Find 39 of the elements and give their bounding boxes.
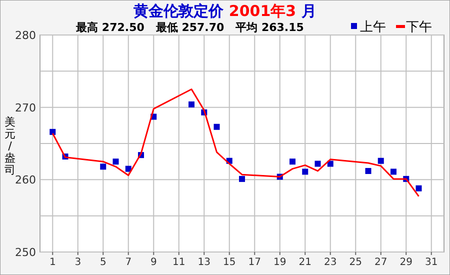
point bbox=[390, 168, 396, 175]
x-tick-label: 23 bbox=[324, 257, 337, 268]
point bbox=[112, 158, 119, 165]
legend-label: 上午 bbox=[360, 20, 386, 35]
point bbox=[365, 168, 372, 174]
point bbox=[416, 185, 422, 192]
legend-label: 下午 bbox=[406, 20, 432, 35]
point bbox=[378, 158, 384, 164]
x-tick-label: 29 bbox=[400, 257, 412, 268]
x-tick-label: 27 bbox=[374, 257, 388, 268]
x-tick-label: 13 bbox=[198, 257, 210, 268]
x-tick-label: 3 bbox=[74, 257, 82, 268]
point bbox=[314, 160, 321, 167]
x-tick-label: 9 bbox=[150, 257, 157, 268]
point bbox=[214, 124, 220, 130]
x-tick-label: 5 bbox=[100, 257, 106, 268]
point bbox=[290, 158, 296, 165]
x-tick-label: 21 bbox=[298, 257, 312, 268]
chart-subtitle: 最高 272.50 最低 257.70 平均 263.15 bbox=[75, 21, 304, 34]
x-tick-label: 19 bbox=[274, 257, 286, 268]
x-tick-label: 15 bbox=[223, 257, 236, 268]
y-tick-label: 280 bbox=[15, 29, 36, 42]
point bbox=[302, 168, 308, 175]
point bbox=[239, 176, 245, 182]
point bbox=[188, 101, 194, 108]
y-tick-label: 270 bbox=[15, 101, 36, 114]
point bbox=[327, 160, 334, 167]
point bbox=[50, 128, 56, 135]
y-tick-label: 250 bbox=[15, 246, 36, 259]
x-tick-label: 17 bbox=[248, 257, 261, 268]
x-tick-label: 7 bbox=[125, 257, 132, 268]
x-tick-label: 31 bbox=[425, 257, 438, 268]
x-tick-label: 11 bbox=[172, 257, 186, 268]
x-tick-label: 25 bbox=[349, 257, 362, 268]
chart-title: 黄金伦敦定价 2001年3 月 bbox=[132, 2, 316, 20]
y-axis-title: 美元/盎司 bbox=[4, 116, 16, 176]
x-tick-label: 1 bbox=[49, 257, 56, 268]
point bbox=[100, 164, 106, 170]
y-tick-label: 260 bbox=[15, 174, 36, 187]
